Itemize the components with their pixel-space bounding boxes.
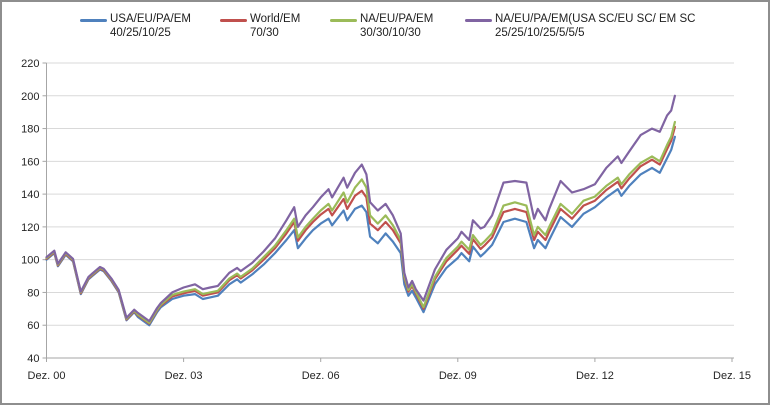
legend-item-na-eu-pa-em: NA/EU/PA/EM 30/30/10/30 [330, 12, 433, 40]
legend-item-usa-eu-pa-em: USA/EU/PA/EM 40/25/10/25 [80, 12, 191, 40]
legend-allocation: 30/30/10/30 [360, 27, 421, 39]
y-axis-label: 220 [21, 58, 39, 70]
x-axis-label: Dez. 12 [576, 370, 614, 382]
legend-line-swatch [330, 19, 357, 22]
series-line-na-eu-pa-em-sc [45, 94, 677, 323]
legend-label: NA/EU/PA/EM [360, 13, 434, 25]
legend-allocation: 70/30 [250, 27, 279, 39]
legend-line-swatch [80, 19, 107, 22]
y-axis-label: 60 [27, 320, 39, 332]
y-axis-label: 40 [27, 353, 39, 365]
legend-item-world-em: World/EM 70/30 [220, 12, 300, 40]
y-axis-label: 180 [21, 124, 39, 136]
y-axis-label: 120 [21, 222, 39, 234]
y-axis-label: 100 [21, 255, 39, 267]
legend: USA/EU/PA/EM 40/25/10/25 World/EM 70/30 … [2, 2, 768, 48]
x-axis-label: Dez. 06 [302, 370, 340, 382]
legend-allocation: 40/25/10/25 [110, 27, 171, 39]
x-axis-label: Dez. 03 [165, 370, 203, 382]
x-axis-label: Dez. 15 [713, 370, 751, 382]
y-axis-label: 80 [27, 287, 39, 299]
series-line-world-em [45, 125, 677, 325]
gridlines [46, 62, 734, 326]
y-axis-label: 160 [21, 156, 39, 168]
x-axis-label: Dez. 00 [28, 370, 66, 382]
y-axis: 40 60 80 100 120 140 160 180 200 220 [21, 58, 47, 365]
legend-line-swatch [465, 19, 492, 22]
legend-allocation: 25/25/10/25/5/5/5 [495, 27, 585, 39]
legend-label: NA/EU/PA/EM(USA SC/EU SC/ EM SC [495, 13, 696, 25]
y-axis-label: 200 [21, 91, 39, 103]
y-axis-label: 140 [21, 189, 39, 201]
x-axis: Dez. 00 Dez. 03 Dez. 06 Dez. 09 Dez. 12 Dez. … [28, 357, 751, 382]
legend-label: World/EM [250, 13, 301, 25]
x-axis-label: Dez. 09 [439, 370, 477, 382]
legend-label: USA/EU/PA/EM [110, 13, 191, 25]
legend-item-na-eu-pa-em-sc: NA/EU/PA/EM(USA SC/EU SC/ EM SC 25/25/10… [465, 12, 695, 40]
legend-line-swatch [220, 19, 247, 22]
